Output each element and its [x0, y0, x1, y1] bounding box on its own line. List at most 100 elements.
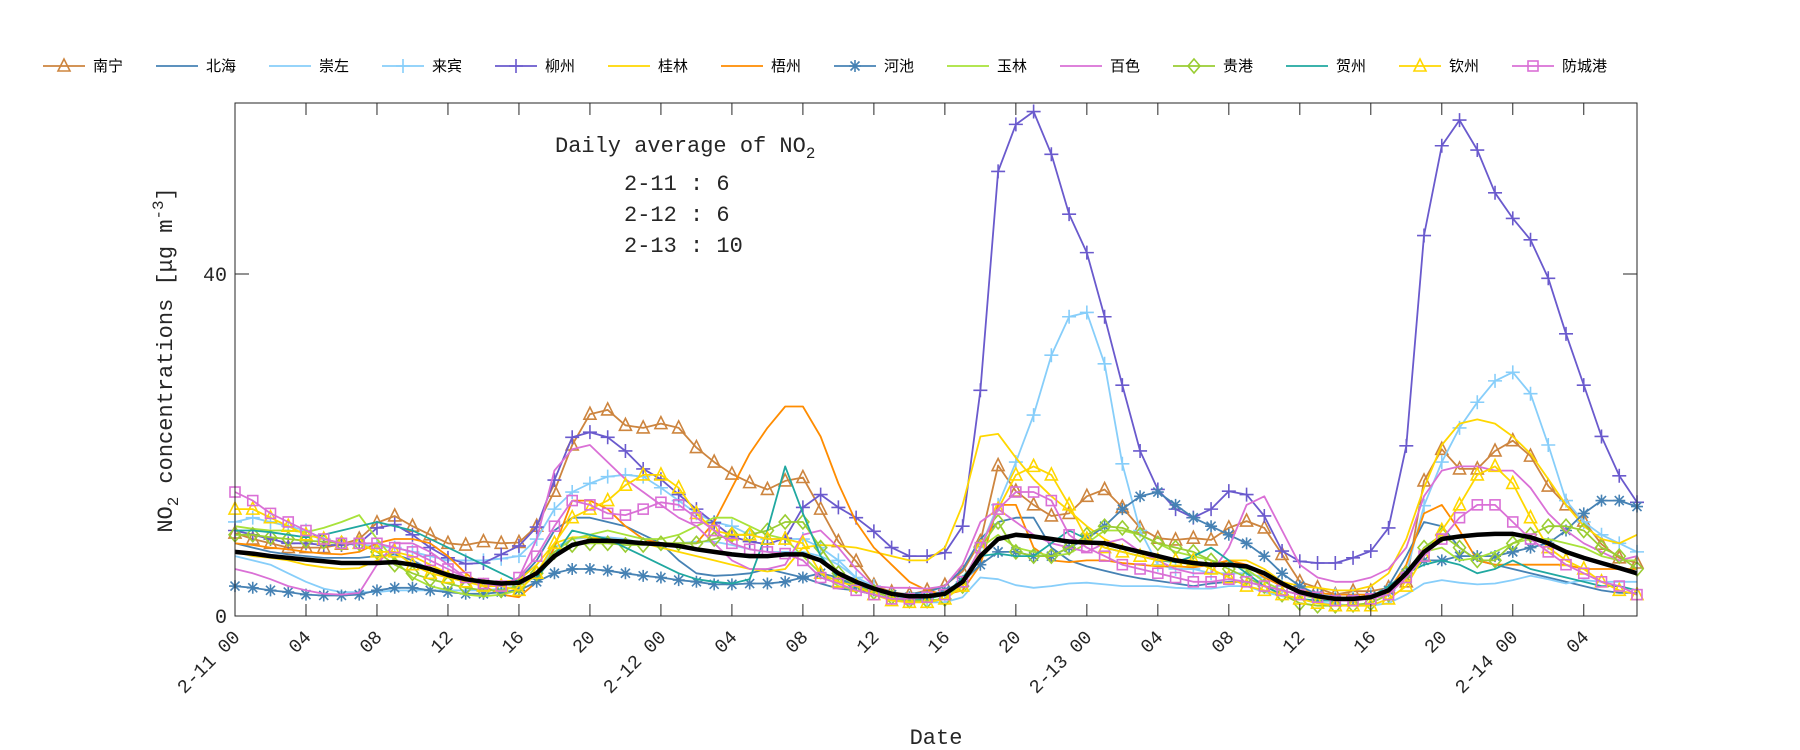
legend-item-桂林[interactable]: 桂林 [608, 57, 688, 75]
data-point-marker [1134, 563, 1146, 575]
data-point-marker [511, 581, 527, 597]
legend-item-玉林[interactable]: 玉林 [947, 57, 1027, 75]
data-point-marker [743, 577, 756, 590]
data-point-marker [1577, 567, 1590, 580]
series-layer [227, 104, 1645, 614]
data-point-marker [1168, 531, 1183, 546]
data-point-marker [370, 584, 383, 597]
legend-item-贺州[interactable]: 贺州 [1286, 57, 1366, 75]
data-point-marker [1506, 516, 1519, 528]
data-point-marker [1488, 373, 1503, 388]
legend-label: 百色 [1110, 57, 1140, 75]
data-point-marker [618, 476, 633, 491]
legend-item-百色[interactable]: 百色 [1060, 57, 1140, 75]
data-point-marker [280, 517, 296, 533]
data-point-marker [369, 543, 385, 558]
data-point-marker [246, 581, 259, 594]
data-point-marker [1292, 554, 1307, 569]
data-point-marker [1044, 466, 1059, 481]
data-point-marker [424, 584, 437, 597]
legend-marker-icon [1412, 57, 1428, 72]
x-tick-label: 20 [994, 627, 1026, 659]
data-point-marker [1399, 438, 1414, 453]
legend-label: 崇左 [319, 57, 349, 75]
legend-item-梧州[interactable]: 梧州 [721, 57, 801, 75]
data-point-marker [1097, 356, 1112, 371]
data-point-marker [600, 491, 615, 507]
series-line [234, 531, 1638, 602]
x-tick-label: 2-12 00 [599, 627, 671, 699]
series-柳州 [228, 104, 1644, 571]
x-tick-label: 16 [1349, 627, 1381, 659]
data-point-marker [1275, 544, 1290, 559]
data-point-marker [742, 525, 757, 541]
data-point-marker [1223, 573, 1235, 586]
data-point-marker [458, 536, 474, 551]
data-point-marker [1558, 517, 1574, 535]
data-point-marker [1576, 378, 1591, 393]
data-point-marker [796, 571, 809, 584]
data-point-marker [388, 541, 401, 554]
data-point-marker [1026, 408, 1041, 423]
data-point-marker [1328, 596, 1343, 612]
data-point-marker [813, 500, 828, 515]
data-point-marker [1274, 585, 1290, 601]
data-point-marker [1151, 486, 1164, 499]
data-point-marker [1097, 480, 1112, 496]
data-point-marker [1541, 438, 1556, 452]
data-point-marker [388, 581, 401, 594]
data-point-marker [992, 503, 1004, 515]
data-point-marker [724, 465, 740, 480]
legend-item-河池[interactable]: 河池 [834, 57, 914, 75]
data-point-marker [280, 538, 296, 554]
legend-item-南宁[interactable]: 南宁 [43, 57, 123, 75]
data-point-marker [1169, 498, 1182, 511]
legend-item-钦州[interactable]: 钦州 [1399, 57, 1479, 75]
y-tick-label: 0 [215, 607, 227, 630]
series-line [234, 110, 1638, 565]
legend-label: 河池 [884, 57, 914, 75]
y-tick-label: 40 [203, 265, 227, 288]
data-point-marker [1276, 567, 1289, 580]
legend-label: 钦州 [1449, 57, 1479, 75]
data-point-marker [1434, 455, 1449, 470]
data-point-marker [1470, 395, 1485, 410]
data-point-marker [974, 541, 987, 554]
data-point-marker [1239, 487, 1254, 502]
data-point-marker [1469, 466, 1485, 481]
data-point-marker [299, 588, 312, 601]
data-point-marker [671, 478, 686, 494]
data-point-marker [831, 573, 846, 588]
data-point-marker [548, 567, 561, 580]
data-point-marker [1097, 517, 1112, 535]
legend-item-北海[interactable]: 北海 [156, 57, 236, 75]
legend-label: 桂林 [658, 57, 688, 75]
x-tick-label: 04 [1136, 627, 1168, 659]
data-point-marker [1328, 555, 1343, 570]
legend-item-防城港[interactable]: 防城港 [1512, 57, 1607, 75]
data-point-marker [653, 466, 669, 481]
data-point-marker [726, 537, 738, 550]
data-point-marker [1079, 305, 1094, 320]
data-point-marker [1523, 508, 1538, 524]
legend-item-崇左[interactable]: 崇左 [269, 57, 349, 75]
data-point-marker [264, 507, 277, 520]
y-axis-label: NO2 concentrations [μg m-3] [150, 187, 183, 532]
data-point-marker [1203, 560, 1219, 575]
data-point-marker [1434, 440, 1450, 456]
data-point-marker [903, 593, 916, 605]
data-point-marker [1187, 511, 1200, 524]
data-point-marker [990, 456, 1006, 472]
x-tick-label: 20 [568, 627, 600, 659]
data-point-marker [476, 577, 491, 592]
data-point-marker [1471, 499, 1484, 511]
x-tick-label: 08 [1207, 627, 1239, 659]
annotation-line: 2-12 : 6 [624, 203, 730, 228]
data-point-marker [566, 562, 579, 575]
legend-item-柳州[interactable]: 柳州 [495, 57, 575, 75]
data-point-marker [298, 525, 314, 541]
legend-label: 贵港 [1223, 57, 1253, 75]
data-point-marker [601, 564, 614, 577]
legend-item-贵港[interactable]: 贵港 [1173, 57, 1253, 75]
legend-item-来宾[interactable]: 来宾 [382, 57, 462, 75]
